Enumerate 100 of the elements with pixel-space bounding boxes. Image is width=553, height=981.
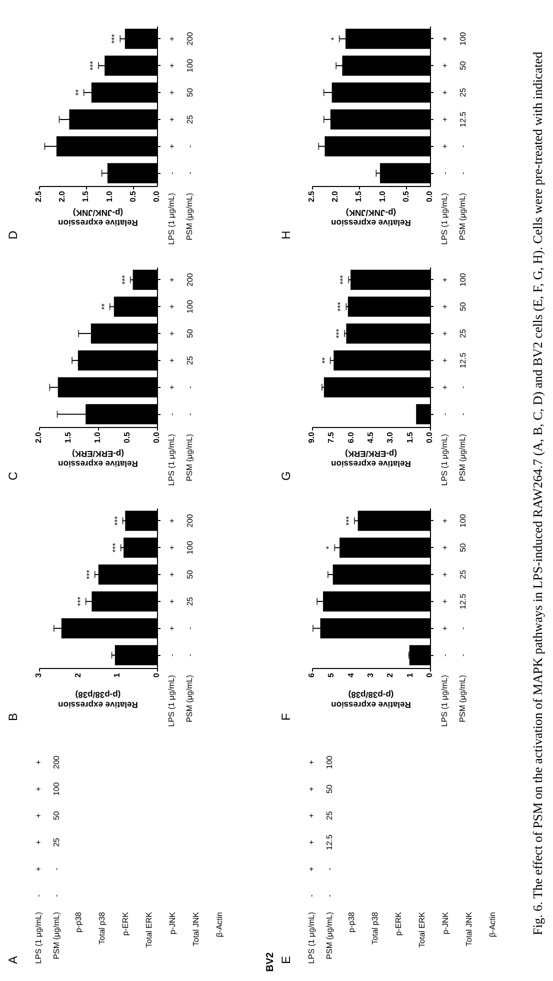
data-label: *** xyxy=(120,275,130,284)
y-tick-label: + 50 xyxy=(168,88,194,98)
y-tick-label: + 100 xyxy=(440,514,468,528)
y-tick-label: + 200 xyxy=(168,272,194,286)
x-tick-label: 0 xyxy=(152,672,161,678)
y-tick-label: + 50 xyxy=(440,60,468,70)
data-label: *** xyxy=(110,34,120,44)
y-tick-label: + 50 xyxy=(168,328,194,338)
y-tick-label: + 50 xyxy=(440,302,468,312)
x-tick-label: 6 xyxy=(307,672,316,678)
data-label: *** xyxy=(88,60,98,70)
x-tick-label: 6.0 xyxy=(346,431,356,444)
x-tick-label: 1.5 xyxy=(64,431,72,444)
data-label: * xyxy=(329,37,338,40)
x-tick-label: 1.0 xyxy=(378,190,387,202)
y-tick-label: + - xyxy=(440,626,468,631)
y-tick-label: + - xyxy=(168,384,194,390)
y-tick-label: + 25 xyxy=(440,328,468,338)
x-tick-label: 0.0 xyxy=(425,431,434,444)
x-axis-title: Relative expression (p-JNK/JNK) xyxy=(331,208,411,228)
text: LPS (1 μg/mL) PSM (μg/mL) xyxy=(34,912,61,964)
text: E xyxy=(279,956,293,964)
x-tick-label: 2.0 xyxy=(330,190,340,202)
x-tick-label: 5 xyxy=(326,672,336,678)
x-tick-label: 1.5 xyxy=(354,190,364,202)
data-label: *** xyxy=(112,516,122,526)
x-tick-label: 1.0 xyxy=(93,431,102,444)
y-tick-label: + 25 xyxy=(168,114,194,124)
data-label: *** xyxy=(338,275,348,284)
data-label: ** xyxy=(100,304,109,310)
y-tick-label: - - xyxy=(168,172,194,175)
text: LPS (1 μg/mL) PSM (μg/mL) xyxy=(307,912,334,964)
y-tick-label: + 12.5 xyxy=(440,352,468,368)
x-tick-label: 9.0 xyxy=(307,431,316,444)
x-tick-label: 0.0 xyxy=(152,431,161,444)
x-tick-label: 2.5 xyxy=(307,190,316,202)
x-tick-label: 4 xyxy=(346,672,356,678)
data-label: *** xyxy=(336,302,346,312)
y-tick-label: + - xyxy=(168,144,194,149)
x-tick-label: 1.0 xyxy=(104,190,114,202)
category-label: p-p38 xyxy=(347,911,356,932)
y-tick-label: + 200 xyxy=(168,514,194,528)
x-tick-label: 2 xyxy=(73,672,82,678)
x-tick-label: 2.0 xyxy=(34,431,43,444)
y-tick-label: + 50 xyxy=(440,542,468,552)
x-tick-label: 4.5 xyxy=(366,431,375,444)
y-tick-label: + 25 xyxy=(440,88,468,98)
category-label: + 25 xyxy=(34,838,61,847)
y-tick-label: + 200 xyxy=(168,32,194,46)
x-tick-label: 1 xyxy=(405,672,414,678)
x-tick-label: 0.5 xyxy=(122,431,132,444)
y-tick-label: + 100 xyxy=(440,32,468,46)
category-label: + 100 xyxy=(34,782,61,796)
category-label: + - xyxy=(34,866,61,872)
y-axis-title: LPS (1 μg/mL) PSM (μg/mL) xyxy=(440,674,467,727)
category-label: - - xyxy=(34,894,61,898)
data-label: *** xyxy=(334,328,344,338)
category-label: Total p38 xyxy=(98,911,106,944)
y-tick-label: - - xyxy=(440,172,468,175)
data-label: * xyxy=(324,546,334,550)
category-label: + 100 xyxy=(307,756,334,770)
caption: Fig. 6. The effect of PSM on the activation of MAPK pathways in LPS-induced RAW264.7 (A, B, C, D) and BV2 cells (E, F, G, H). Cells were pre-treated with indicated xyxy=(530,51,545,936)
text: BV2 xyxy=(265,952,276,972)
y-tick-label: - - xyxy=(440,412,468,416)
data-label: *** xyxy=(76,596,85,606)
category-label: p-p38 xyxy=(74,911,83,932)
x-tick-label: 1.5 xyxy=(81,190,90,202)
category-label: β-Actin xyxy=(488,912,497,938)
category-label: + 50 xyxy=(307,784,334,794)
x-tick-label: 2.0 xyxy=(58,190,67,202)
x-axis-title: Relative expression (p-p38/p38) xyxy=(331,690,411,710)
text: C xyxy=(6,471,20,480)
data-label: ** xyxy=(74,89,83,96)
x-axis-title: Relative expression (p-JNK/JNK) xyxy=(58,208,138,228)
x-tick-label: 2 xyxy=(386,672,395,678)
y-tick-label: + 25 xyxy=(168,596,194,606)
y-tick-label: + 12.5 xyxy=(440,593,468,610)
y-axis-title: LPS (1 μg/mL) PSM (μg/mL) xyxy=(440,434,467,486)
y-axis-title: LPS (1 μg/mL) PSM (μg/mL) xyxy=(167,192,194,245)
category-label: Total p38 xyxy=(370,911,380,944)
x-tick-label: 0.0 xyxy=(425,190,434,202)
text: B xyxy=(6,712,20,722)
text: G xyxy=(279,471,293,481)
x-axis-title: Relative expression (p-p38/p38) xyxy=(58,690,138,710)
category-label: + 200 xyxy=(34,756,61,770)
y-tick-label: + - xyxy=(168,626,194,631)
category-label: Total ERK xyxy=(418,911,426,948)
y-tick-label: + - xyxy=(440,144,468,149)
y-tick-label: - - xyxy=(440,654,468,657)
y-tick-label: + 25 xyxy=(168,355,194,365)
y-tick-label: + 100 xyxy=(168,540,194,554)
data-label: *** xyxy=(84,570,94,580)
text: D xyxy=(6,230,20,240)
category-label: p-ERK xyxy=(121,911,130,936)
y-tick-label: - - xyxy=(168,654,194,657)
x-tick-label: 3.0 xyxy=(386,431,395,444)
y-tick-label: + 100 xyxy=(168,299,194,314)
text: H xyxy=(279,230,293,240)
x-tick-label: 1.5 xyxy=(405,431,414,444)
category-label: p-JNK xyxy=(441,911,450,934)
